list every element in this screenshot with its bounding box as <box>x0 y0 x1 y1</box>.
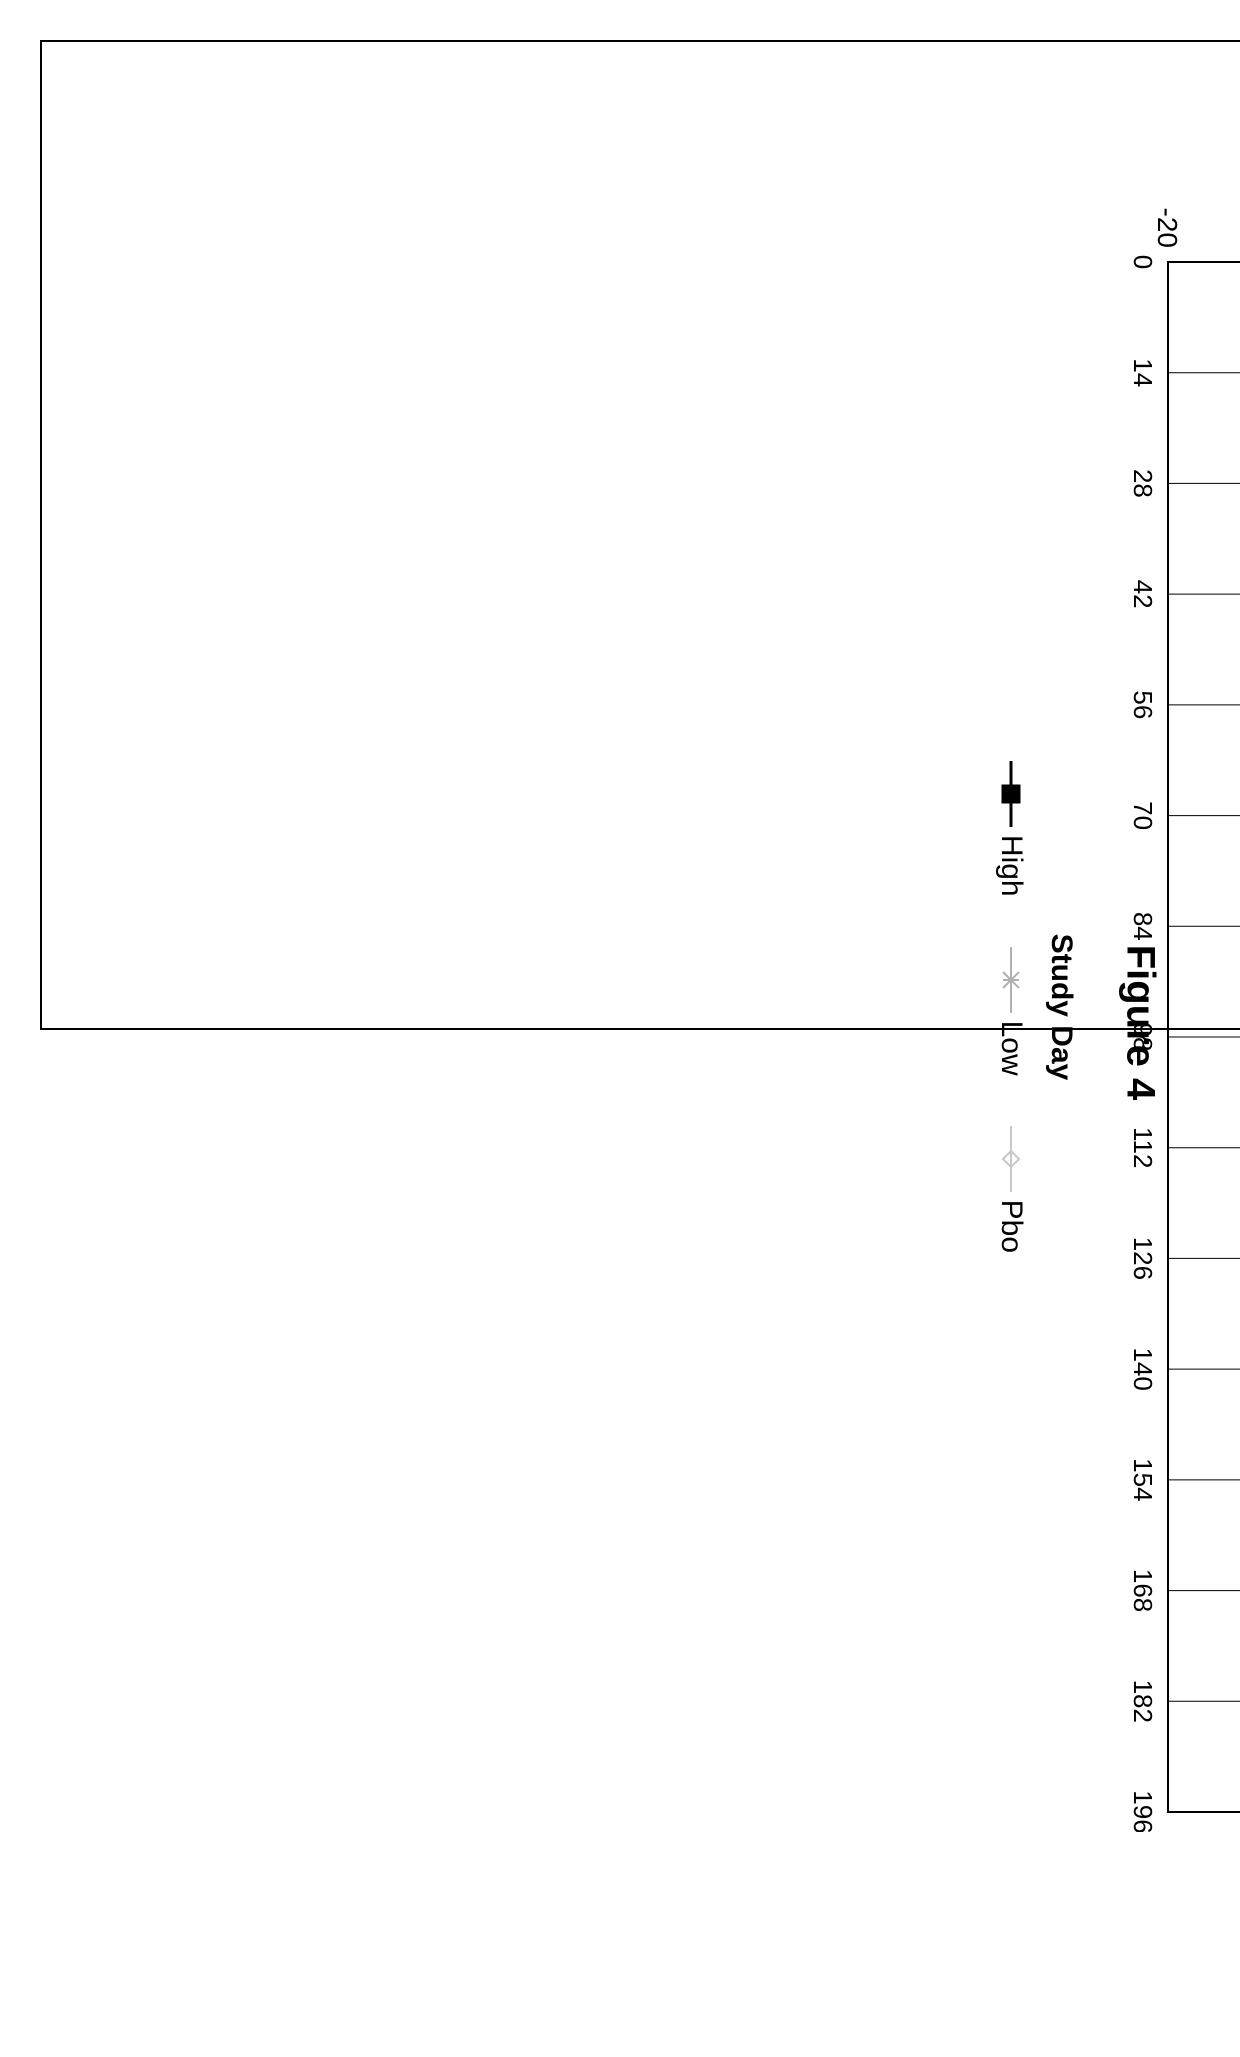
legend-item: High <box>994 761 1028 897</box>
y-axis-label-wrap: hsCRP mg/l <box>1158 72 1240 112</box>
legend-swatch <box>998 761 1024 827</box>
svg-text:28: 28 <box>1128 469 1158 498</box>
legend-label: High <box>994 835 1028 897</box>
x-axis-label: Study Day <box>1044 182 1078 1832</box>
chart-panel: Mean Delta hsCRP (Eos >2%) hsCRP mg/l -2… <box>40 40 1240 1030</box>
legend-swatch <box>998 1126 1024 1192</box>
svg-text:70: 70 <box>1128 801 1158 830</box>
svg-text:154: 154 <box>1128 1458 1158 1501</box>
legend-item: Pbo <box>994 1126 1028 1253</box>
svg-text:14: 14 <box>1128 358 1158 387</box>
legend: High Low Pbo <box>993 182 1028 1832</box>
svg-text:126: 126 <box>1128 1237 1158 1280</box>
page-container: Mean Delta hsCRP (Eos >2%) hsCRP mg/l -2… <box>0 0 1240 2057</box>
grid-group <box>1168 262 1240 1812</box>
svg-text:168: 168 <box>1128 1569 1158 1612</box>
legend-label: Pbo <box>994 1200 1028 1253</box>
svg-text:42: 42 <box>1128 580 1158 609</box>
figure-caption: Figure 4 <box>1118 923 1163 1123</box>
svg-text:196: 196 <box>1128 1790 1158 1832</box>
svg-text:140: 140 <box>1128 1347 1158 1390</box>
svg-text:0: 0 <box>1128 255 1158 269</box>
legend-item: Low <box>994 947 1028 1076</box>
legend-swatch <box>998 947 1024 1013</box>
legend-label: Low <box>994 1021 1028 1076</box>
svg-text:112: 112 <box>1128 1127 1158 1168</box>
svg-text:-20: -20 <box>1152 208 1183 248</box>
svg-text:56: 56 <box>1128 690 1158 719</box>
svg-text:182: 182 <box>1128 1680 1158 1723</box>
